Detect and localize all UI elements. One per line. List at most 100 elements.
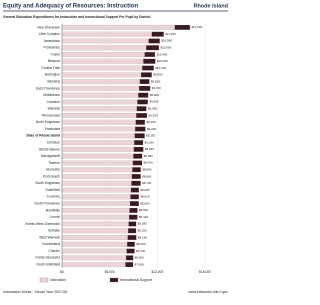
category-label: North Smithfield [37, 262, 61, 266]
bar-segment [131, 174, 141, 179]
value-label: $8,920 [144, 161, 154, 165]
bar-segment [138, 92, 149, 98]
bar-segment [131, 180, 141, 186]
category-label: Warwick [48, 107, 61, 111]
bar-segment [61, 45, 147, 51]
bar-segment [128, 228, 137, 234]
value-label: $9,040 [145, 147, 155, 151]
bar-segment [61, 235, 128, 240]
category-label: East Providence [36, 86, 60, 90]
category-label: Chariho [48, 249, 60, 253]
category-label: Pawtucket [45, 127, 60, 131]
category-label: Little Compton [39, 32, 60, 36]
category-label: Jamestown [43, 39, 60, 43]
value-label: $9,700 [152, 86, 162, 90]
category-label: South Kingstown [35, 181, 60, 185]
value-label: $8,320 [138, 229, 148, 233]
bar-segment [61, 255, 127, 261]
value-label: $8,980 [144, 154, 154, 158]
bar-segment [139, 79, 150, 85]
bar-segment [137, 99, 148, 105]
value-label: $8,200 [136, 242, 146, 246]
bar-segment [128, 221, 137, 227]
value-label: $10,600 [160, 46, 171, 50]
category-label: Middletown [43, 93, 60, 97]
category-label: Westerly [47, 79, 60, 83]
bar-segment [142, 65, 154, 71]
category-label: Newport [48, 59, 60, 63]
bar-segment [132, 160, 143, 166]
category-label: Foster-Glocester [35, 256, 60, 260]
bar-segment [125, 255, 134, 261]
value-label: $8,560 [140, 201, 150, 205]
bar-segment [143, 58, 156, 64]
value-label: $8,260 [138, 235, 148, 239]
bar-segment [61, 58, 144, 64]
value-label: $8,060 [135, 256, 145, 260]
value-label: $10,250 [157, 59, 168, 63]
bar-segment [61, 79, 140, 85]
bar-segment [61, 38, 149, 44]
legend-label: Instruction [50, 278, 66, 282]
value-label: $9,500 [149, 100, 159, 104]
bar-segment [126, 248, 135, 254]
bar-segment [146, 45, 159, 51]
bar-segment [61, 262, 126, 268]
bar-segment [136, 106, 147, 112]
value-label: $8,380 [138, 222, 148, 226]
bar-segment [61, 167, 133, 173]
bar-segment [61, 180, 132, 186]
value-label: $9,420 [148, 107, 158, 111]
value-label: $8,800 [142, 174, 152, 178]
bar-segment [61, 24, 175, 30]
category-label: Coventry [47, 195, 61, 199]
bar-segment [134, 140, 144, 146]
chart: Equity and Adequacy of Resources: Instru… [3, 3, 229, 294]
x-tick-label: $18,000 [199, 270, 211, 274]
category-label: Narragansett [41, 154, 60, 158]
category-label: Barrington [45, 73, 60, 77]
bar-segment [61, 126, 136, 132]
category-label: Lincoln [50, 215, 61, 219]
bar-segment [125, 262, 134, 268]
bar-segment [127, 241, 135, 247]
bar-segment [135, 119, 145, 125]
category-label: Smithfield [46, 188, 61, 192]
bar-segment [61, 214, 130, 220]
category-label: Scituate [48, 229, 60, 233]
bar-segment [61, 133, 135, 139]
bar-segment [135, 126, 146, 132]
bar-segment [61, 92, 139, 98]
value-label: $9,600 [150, 93, 160, 97]
bar-segment [61, 174, 132, 179]
bar-segment [130, 187, 139, 193]
bar-segment [138, 85, 151, 91]
category-label: West Warwick [39, 235, 60, 239]
x-tick-label: $12,000 [151, 270, 163, 274]
legend-swatch [39, 277, 49, 283]
bar-segment [136, 113, 148, 118]
value-label: $10,900 [161, 39, 172, 43]
value-label: $11,300 [165, 32, 176, 36]
category-label: Bristol Warren [39, 147, 60, 151]
bar-segment [61, 201, 131, 207]
bar-segment [144, 52, 156, 57]
bar-segment [133, 146, 144, 152]
bar-segment [61, 160, 133, 166]
bar-segment [61, 140, 135, 146]
bar-segment [61, 106, 137, 112]
value-label: $8,130 [136, 249, 146, 253]
bar-segment [61, 146, 134, 152]
bar-segment [148, 38, 160, 44]
footer-right: www.infoworks.ride.ri.gov [189, 290, 229, 294]
value-label: $8,620 [140, 195, 150, 199]
bar-segment [127, 235, 137, 240]
category-label: North Kingstown [36, 120, 60, 124]
bar-segment [129, 207, 138, 213]
value-label: $7,990 [135, 262, 145, 266]
footer-left: Information Works · School Year 2007-08 [3, 290, 67, 294]
bar-segment [61, 194, 131, 200]
bar-segment [61, 99, 138, 105]
bar-segment [133, 153, 143, 159]
bar-segment [132, 167, 141, 173]
